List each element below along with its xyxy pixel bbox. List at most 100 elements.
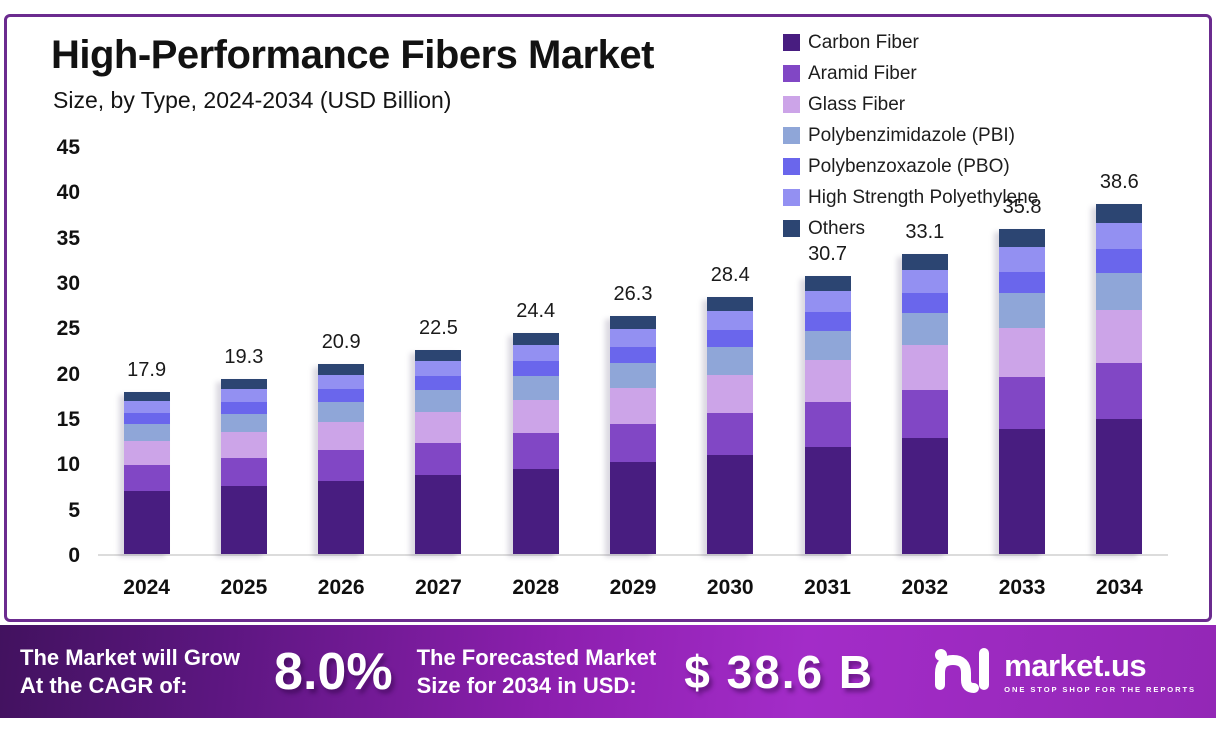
x-axis-label: 2024 — [123, 576, 170, 599]
bar-segment-aramid-fiber — [512, 433, 559, 469]
bar-segment-others — [804, 275, 851, 291]
bar-segment-high-strength-polyethylene — [707, 310, 754, 330]
x-axis-label: 2027 — [415, 576, 462, 599]
bar-segment-glass-fiber — [1096, 310, 1143, 363]
bar-segment-aramid-fiber — [415, 442, 462, 476]
bar-segment-glass-fiber — [901, 344, 948, 390]
bar-segment-carbon-fiber — [804, 446, 851, 554]
bar-segment-others — [318, 364, 365, 375]
bar-segment-high-strength-polyethylene — [318, 374, 365, 390]
bar-segment-polybenzimidazole-pbi — [512, 376, 559, 400]
legend-swatch-icon — [783, 65, 800, 82]
bar-segment-polybenzoxazole-pbo — [707, 329, 754, 348]
bar-segment-high-strength-polyethylene — [901, 270, 948, 293]
legend-swatch-icon — [783, 158, 800, 175]
cagr-value: 8.0% — [274, 642, 393, 701]
bar-column-2033: 35.8 2033 — [973, 148, 1070, 599]
bar-segment-polybenzimidazole-pbi — [123, 423, 170, 441]
bar-segment-high-strength-polyethylene — [512, 344, 559, 362]
bar-segment-polybenzimidazole-pbi — [220, 413, 267, 433]
bar-segment-others — [707, 296, 754, 311]
bar-total-label: 17.9 — [127, 358, 167, 381]
bar-column-2030: 28.4 2030 — [682, 148, 779, 599]
bar-segment-carbon-fiber — [415, 475, 462, 554]
bar-segment-polybenzimidazole-pbi — [1096, 272, 1143, 311]
bar-segment-glass-fiber — [999, 327, 1046, 377]
y-axis-tick: 40 — [56, 181, 80, 205]
y-axis-tick: 30 — [56, 272, 80, 295]
legend-swatch-icon — [783, 96, 800, 113]
bar-segment-others — [609, 315, 656, 329]
legend-item-carbon-fiber: Carbon Fiber — [783, 27, 1038, 58]
stacked-bar-2031 — [804, 275, 851, 554]
page-title: High-Performance Fibers Market — [51, 33, 654, 77]
bar-segment-high-strength-polyethylene — [999, 247, 1046, 272]
y-axis-tick: 20 — [56, 362, 80, 386]
marketus-logo-tagline: ONE STOP SHOP FOR THE REPORTS — [1004, 684, 1196, 694]
bar-segment-glass-fiber — [609, 387, 656, 424]
y-axis-tick: 15 — [56, 408, 80, 431]
plot-area: 0 5 10 15 20 25 30 35 40 45 17.9 2024 19.3 2025 20.9 20… — [57, 136, 1168, 599]
bar-segment-aramid-fiber — [220, 458, 267, 487]
bar-segment-glass-fiber — [123, 440, 170, 466]
stacked-bar-2027 — [415, 350, 462, 554]
bar-total-label: 22.5 — [418, 317, 458, 339]
bar-segment-aramid-fiber — [804, 401, 851, 447]
bar-total-label: 33.1 — [905, 220, 945, 243]
cagr-label: The Market will Grow At the CAGR of: — [20, 644, 240, 699]
bar-segment-polybenzimidazole-pbi — [609, 362, 656, 388]
cagr-label-line1: The Market will Grow — [20, 645, 241, 670]
bar-segment-glass-fiber — [318, 421, 365, 451]
bar-segment-high-strength-polyethylene — [220, 388, 267, 402]
y-axis-tick: 5 — [68, 498, 80, 522]
x-axis-label: 2029 — [609, 576, 657, 599]
y-axis-tick: 0 — [68, 544, 80, 567]
legend-label: Carbon Fiber — [808, 31, 919, 53]
bar-segment-polybenzimidazole-pbi — [707, 347, 754, 375]
bar-segment-carbon-fiber — [220, 486, 267, 554]
bar-segment-carbon-fiber — [901, 438, 948, 554]
stacked-bar-2029 — [609, 315, 656, 554]
bar-segment-polybenzoxazole-pbo — [999, 271, 1046, 294]
legend-label: Others — [808, 217, 866, 239]
bar-segment-others — [220, 379, 267, 389]
forecast-label-line2: Size for 2034 in USD: — [416, 672, 637, 698]
legend-label: High Strength Polyethylene — [808, 186, 1039, 208]
bar-segment-carbon-fiber — [707, 454, 754, 554]
bar-column-2028: 24.4 2028 — [487, 148, 584, 599]
bar-segment-polybenzoxazole-pbo — [1096, 249, 1143, 273]
bar-segment-polybenzimidazole-pbi — [901, 312, 948, 345]
forecast-label: The Forecasted Market Size for 2034 in U… — [417, 644, 657, 699]
bar-total-label: 30.7 — [808, 242, 847, 265]
bar-segment-polybenzoxazole-pbo — [415, 376, 462, 391]
bar-segment-aramid-fiber — [609, 423, 656, 462]
stacked-bar-2032 — [901, 253, 948, 554]
bar-segment-aramid-fiber — [901, 389, 948, 439]
legend: Carbon Fiber Aramid Fiber Glass Fiber Polyb… — [783, 27, 1038, 244]
x-axis-label: 2031 — [804, 576, 851, 599]
legend-item-polybenzimidazole-pbi: Polybenzimidazole (PBI) — [783, 120, 1038, 151]
legend-item-glass-fiber: Glass Fiber — [783, 89, 1038, 120]
bar-segment-polybenzoxazole-pbo — [220, 401, 267, 414]
x-axis-label: 2034 — [1095, 576, 1143, 599]
marketus-logo: market.us ONE STOP SHOP FOR THE REPORTS — [932, 643, 1196, 700]
bar-segment-glass-fiber — [707, 374, 754, 414]
x-axis-label: 2033 — [998, 576, 1046, 599]
marketus-logo-textblock: market.us ONE STOP SHOP FOR THE REPORTS — [1004, 650, 1196, 694]
bar-segment-others — [123, 391, 170, 401]
bar-segment-high-strength-polyethylene — [1096, 223, 1143, 250]
bar-segment-polybenzimidazole-pbi — [804, 330, 851, 361]
bar-segment-polybenzoxazole-pbo — [318, 389, 365, 402]
bar-segment-aramid-fiber — [999, 376, 1046, 429]
bar-segment-glass-fiber — [220, 432, 267, 459]
legend-label: Polybenzimidazole (PBI) — [808, 124, 1015, 146]
bar-segment-carbon-fiber — [999, 428, 1046, 554]
bar-segment-high-strength-polyethylene — [123, 400, 170, 413]
bar-total-label: 19.3 — [224, 346, 264, 369]
chart-frame: High-Performance Fibers Market Size, by … — [4, 14, 1212, 622]
bar-segment-carbon-fiber — [609, 461, 656, 554]
bar-total-label: 38.6 — [1099, 171, 1139, 194]
bar-total-label: 28.4 — [710, 263, 750, 286]
stacked-bar-2024 — [123, 391, 170, 554]
